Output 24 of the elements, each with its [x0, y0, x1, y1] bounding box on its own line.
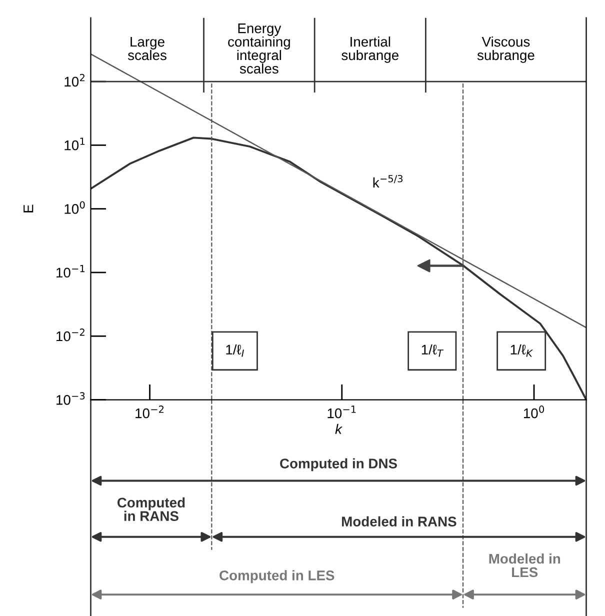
text: Modeled in RANS [342, 516, 456, 526]
annotation: Large scales [128, 37, 166, 60]
y-tick-label: 10$^{0}$ [64, 201, 85, 214]
x-tick-label: 10$^{−1}$ [328, 406, 356, 418]
x-axis-title: k [335, 424, 343, 434]
x-tick-label: 10$^{−2}$ [136, 406, 164, 418]
annotation: Inertial subrange [342, 36, 398, 63]
annotation: 1/ℓ$_{I}$ [226, 344, 244, 357]
text: Computed in RANS [117, 497, 185, 521]
annotation: 1/ℓ$_{K}$ [510, 344, 534, 357]
annotation: Viscous subrange [477, 36, 534, 63]
annotation: k$^{−5/3}$ [373, 174, 403, 188]
text: Modeled in LES [489, 553, 560, 578]
text: Computed in LES [220, 570, 334, 584]
y-tick-label: 10$^{2}$ [64, 74, 84, 87]
text: Computed in DNS [280, 458, 397, 472]
y-axis-title: E [24, 204, 34, 212]
annotation: Energy containing integral scales [228, 24, 290, 74]
y-tick-label: 10$^{1}$ [64, 138, 85, 150]
x-tick-label: 10$^{0}$ [524, 406, 544, 418]
y-tick-label: 10$^{−1}$ [56, 265, 84, 278]
y-tick-label: 10$^{−3}$ [56, 392, 85, 405]
annotation: 1/ℓ$_{T}$ [422, 344, 444, 357]
y-tick-label: 10$^{−2}$ [56, 328, 84, 342]
